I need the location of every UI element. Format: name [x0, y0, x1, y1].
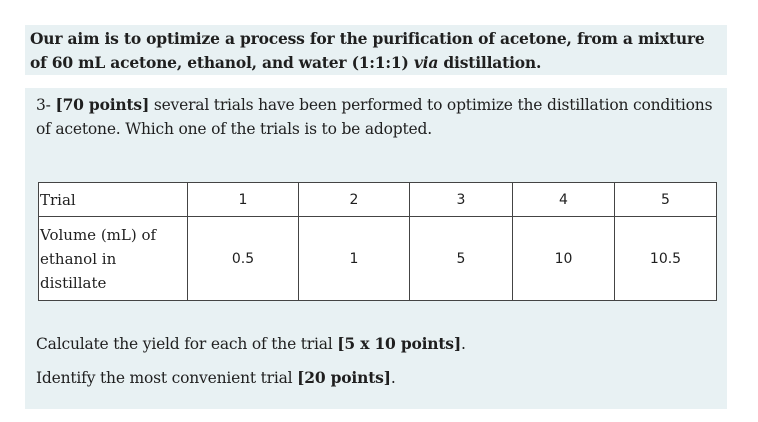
task-points: [5 x 10 points]	[337, 334, 461, 353]
intro-text-end: distillation.	[438, 53, 542, 72]
volume-value-cell: 10.5	[614, 216, 717, 301]
task-end: .	[390, 369, 396, 387]
question-number: 3-	[36, 96, 56, 114]
intro-panel	[25, 25, 727, 75]
question-body: several trials have been performed to op…	[36, 96, 713, 138]
question-points: [70 points]	[55, 95, 150, 114]
trial-header-cell: Trial	[38, 182, 188, 217]
table-row-trial: Trial 1 2 3 4 5	[38, 182, 717, 217]
trial-number-cell: 4	[512, 182, 615, 217]
task-points: [20 points]	[297, 368, 391, 387]
volume-value-cell: 5	[409, 216, 513, 301]
table-row-volume: Volume (mL) of ethanol in distillate 0.5…	[38, 216, 717, 301]
task-identify-trial: Identify the most convenient trial [20 p…	[36, 367, 396, 389]
intro-statement: Our aim is to optimize a process for the…	[30, 27, 725, 75]
volume-label-cell: Volume (mL) of ethanol in distillate	[38, 216, 188, 301]
trial-number-cell: 5	[614, 182, 717, 217]
trial-number-cell: 1	[187, 182, 299, 217]
intro-text-italic: via	[413, 53, 439, 72]
volume-value-cell: 1	[298, 216, 410, 301]
trials-table: Trial 1 2 3 4 5 Volume (mL) of ethanol i…	[38, 182, 717, 301]
task-text: Calculate the yield for each of the tria…	[36, 335, 338, 353]
intro-text-start: Our aim is to optimize a process for the…	[30, 29, 705, 72]
trial-number-cell: 2	[298, 182, 410, 217]
trial-number-cell: 3	[409, 182, 513, 217]
task-end: .	[460, 335, 466, 353]
volume-value-cell: 0.5	[187, 216, 299, 301]
task-calculate-yield: Calculate the yield for each of the tria…	[36, 333, 466, 355]
volume-value-cell: 10	[512, 216, 615, 301]
task-text: Identify the most convenient trial	[36, 369, 298, 387]
question-statement: 3- [70 points] several trials have been …	[36, 93, 721, 141]
